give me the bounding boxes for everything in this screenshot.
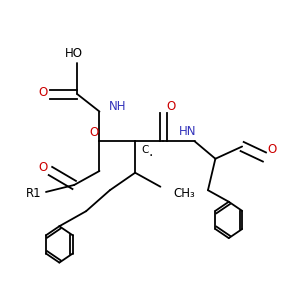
Text: NH: NH <box>108 100 126 113</box>
Text: C: C <box>142 145 149 155</box>
Text: HN: HN <box>178 125 196 138</box>
Text: O: O <box>166 100 176 113</box>
Text: O: O <box>38 86 48 99</box>
Text: O: O <box>267 143 277 156</box>
Text: R1: R1 <box>26 187 41 200</box>
Text: ·: · <box>148 149 153 163</box>
Text: O: O <box>89 126 99 139</box>
Text: HO: HO <box>65 47 83 60</box>
Text: O: O <box>38 161 48 174</box>
Text: CH₃: CH₃ <box>174 187 196 200</box>
